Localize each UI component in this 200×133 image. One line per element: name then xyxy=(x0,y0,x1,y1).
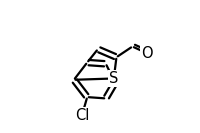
Text: O: O xyxy=(141,46,152,61)
Text: S: S xyxy=(109,71,118,86)
Text: Cl: Cl xyxy=(74,108,89,123)
